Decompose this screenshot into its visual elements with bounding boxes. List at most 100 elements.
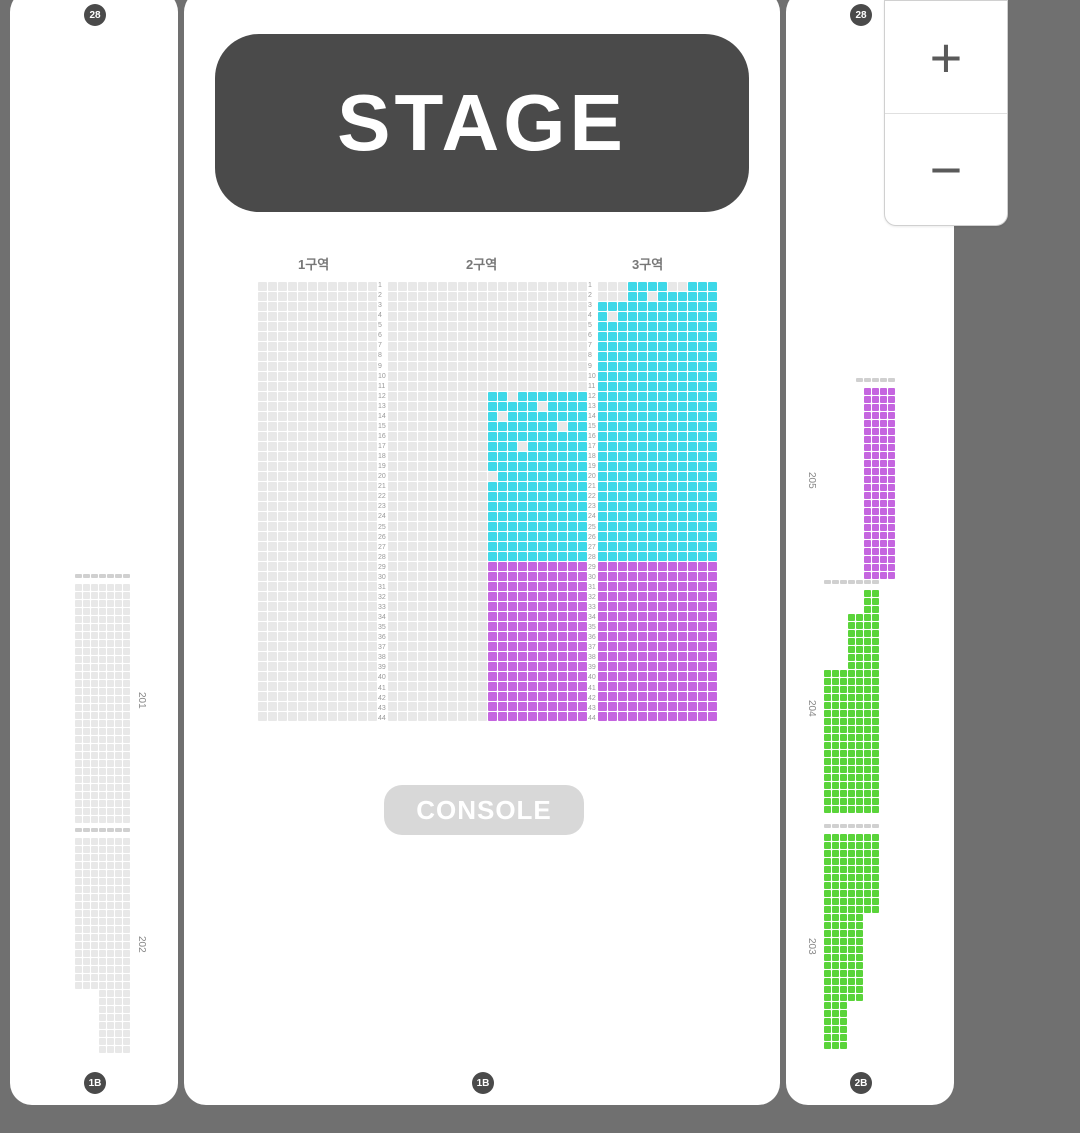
- seat[interactable]: [708, 682, 717, 691]
- seat[interactable]: [498, 452, 507, 461]
- seat[interactable]: [824, 678, 831, 685]
- seat[interactable]: [408, 362, 417, 371]
- seat[interactable]: [568, 502, 577, 511]
- seat[interactable]: [91, 680, 98, 687]
- seat[interactable]: [508, 492, 517, 501]
- seat[interactable]: [418, 332, 427, 341]
- seat[interactable]: [99, 648, 106, 655]
- seat[interactable]: [832, 938, 839, 945]
- seat[interactable]: [438, 652, 447, 661]
- seat[interactable]: [658, 392, 667, 401]
- seat[interactable]: [708, 622, 717, 631]
- seat[interactable]: [538, 492, 547, 501]
- seat[interactable]: [538, 372, 547, 381]
- seat[interactable]: [115, 720, 122, 727]
- seat[interactable]: [438, 452, 447, 461]
- seat[interactable]: [258, 282, 267, 291]
- seat[interactable]: [668, 592, 677, 601]
- seat[interactable]: [488, 282, 497, 291]
- seat[interactable]: [708, 632, 717, 641]
- seat[interactable]: [848, 1042, 855, 1049]
- seat[interactable]: [498, 622, 507, 631]
- seat[interactable]: [388, 402, 397, 411]
- seat[interactable]: [328, 342, 337, 351]
- seat[interactable]: [668, 382, 677, 391]
- seat[interactable]: [678, 522, 687, 531]
- seat[interactable]: [678, 392, 687, 401]
- seat[interactable]: [278, 382, 287, 391]
- seat[interactable]: [848, 946, 855, 953]
- seat[interactable]: [91, 744, 98, 751]
- seat[interactable]: [518, 362, 527, 371]
- seat[interactable]: [91, 1038, 98, 1045]
- seat[interactable]: [638, 532, 647, 541]
- seat[interactable]: [678, 462, 687, 471]
- seat[interactable]: [518, 562, 527, 571]
- seat[interactable]: [418, 532, 427, 541]
- seat[interactable]: [83, 1030, 90, 1037]
- seat[interactable]: [338, 292, 347, 301]
- seat[interactable]: [468, 402, 477, 411]
- seat[interactable]: [91, 966, 98, 973]
- seat[interactable]: [278, 422, 287, 431]
- seat[interactable]: [872, 914, 879, 921]
- seat[interactable]: [688, 332, 697, 341]
- seat[interactable]: [840, 1018, 847, 1025]
- seat[interactable]: [438, 642, 447, 651]
- seat[interactable]: [618, 522, 627, 531]
- seat[interactable]: [123, 870, 130, 877]
- seat[interactable]: [864, 1002, 871, 1009]
- seat[interactable]: [888, 444, 895, 451]
- seat[interactable]: [91, 918, 98, 925]
- seat[interactable]: [618, 532, 627, 541]
- seat[interactable]: [708, 302, 717, 311]
- seat[interactable]: [298, 302, 307, 311]
- seat[interactable]: [668, 342, 677, 351]
- seat[interactable]: [318, 572, 327, 581]
- seat[interactable]: [498, 612, 507, 621]
- seat[interactable]: [628, 482, 637, 491]
- seat[interactable]: [824, 874, 831, 881]
- seat[interactable]: [398, 452, 407, 461]
- seat[interactable]: [99, 1038, 106, 1045]
- seat[interactable]: [872, 468, 879, 475]
- seat[interactable]: [308, 382, 317, 391]
- seat[interactable]: [75, 926, 82, 933]
- seat[interactable]: [288, 602, 297, 611]
- seat[interactable]: [438, 282, 447, 291]
- seat[interactable]: [408, 282, 417, 291]
- seat[interactable]: [488, 642, 497, 651]
- seat[interactable]: [398, 402, 407, 411]
- seat[interactable]: [288, 432, 297, 441]
- seat[interactable]: [107, 1038, 114, 1045]
- seat[interactable]: [498, 582, 507, 591]
- seat[interactable]: [91, 616, 98, 623]
- seat[interactable]: [848, 718, 855, 725]
- seat[interactable]: [538, 592, 547, 601]
- seat[interactable]: [698, 562, 707, 571]
- seat[interactable]: [83, 616, 90, 623]
- seat[interactable]: [318, 442, 327, 451]
- seat[interactable]: [872, 484, 879, 491]
- seat[interactable]: [99, 966, 106, 973]
- seat[interactable]: [856, 938, 863, 945]
- seat[interactable]: [318, 412, 327, 421]
- seat[interactable]: [308, 422, 317, 431]
- seat[interactable]: [548, 462, 557, 471]
- seat[interactable]: [478, 632, 487, 641]
- seat[interactable]: [668, 392, 677, 401]
- seat[interactable]: [528, 702, 537, 711]
- seat[interactable]: [698, 582, 707, 591]
- seat[interactable]: [658, 632, 667, 641]
- seat[interactable]: [648, 642, 657, 651]
- seat[interactable]: [91, 776, 98, 783]
- seat[interactable]: [468, 572, 477, 581]
- seat[interactable]: [358, 472, 367, 481]
- seat[interactable]: [298, 342, 307, 351]
- seat[interactable]: [308, 542, 317, 551]
- seat[interactable]: [856, 564, 863, 571]
- seat[interactable]: [258, 692, 267, 701]
- seat[interactable]: [538, 362, 547, 371]
- seat[interactable]: [348, 562, 357, 571]
- seat[interactable]: [123, 624, 130, 631]
